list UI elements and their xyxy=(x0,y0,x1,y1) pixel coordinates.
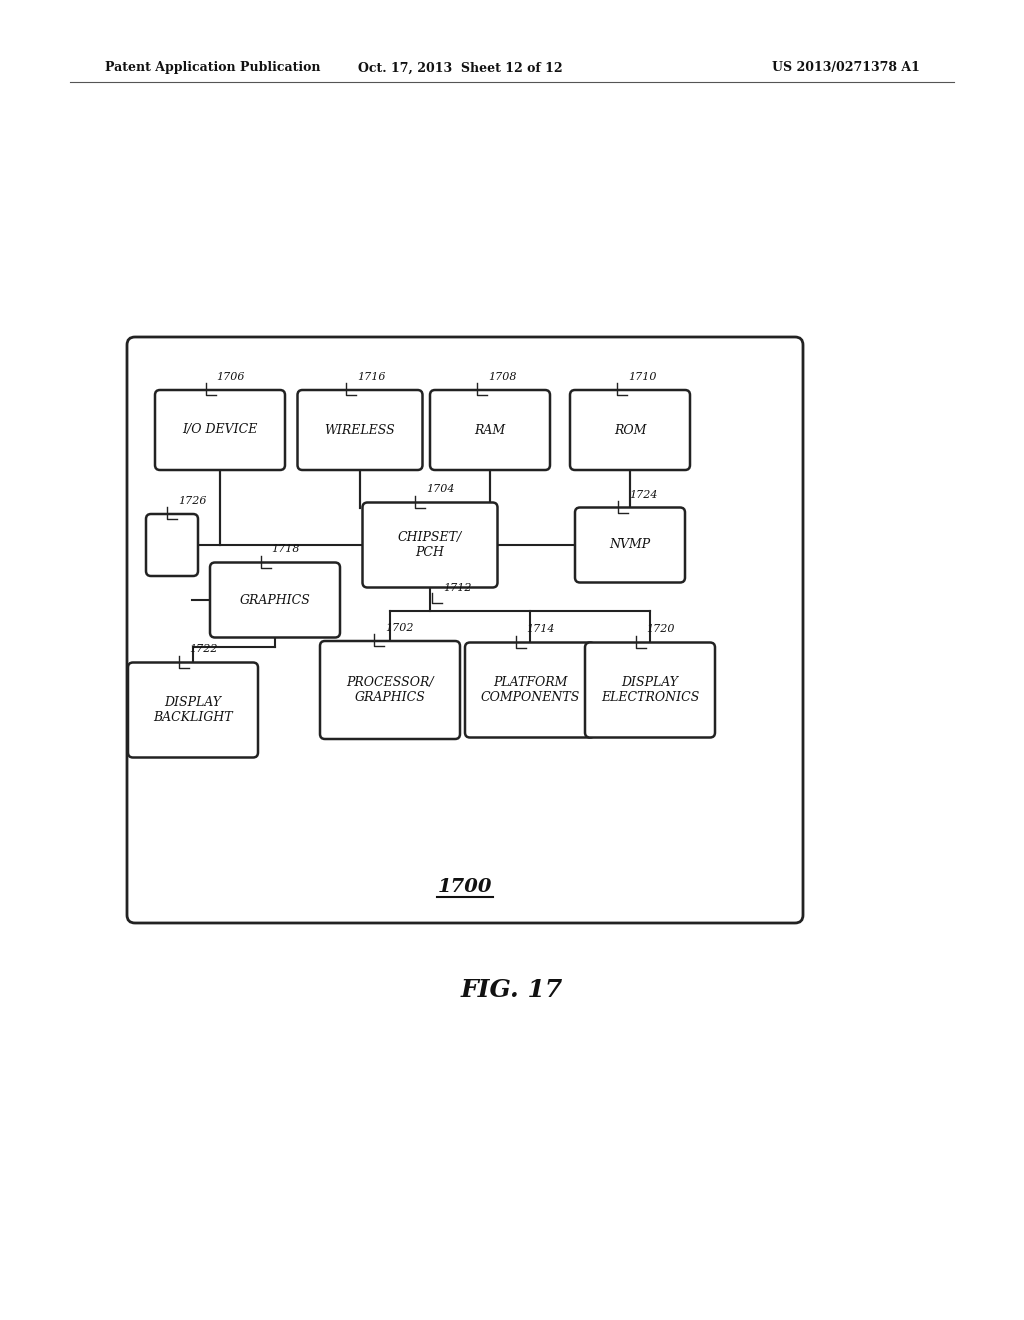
Text: RAM: RAM xyxy=(474,424,506,437)
Text: Patent Application Publication: Patent Application Publication xyxy=(105,62,321,74)
FancyBboxPatch shape xyxy=(585,643,715,738)
FancyBboxPatch shape xyxy=(319,642,460,739)
Text: 1726: 1726 xyxy=(178,496,207,506)
FancyBboxPatch shape xyxy=(570,389,690,470)
Text: ROM: ROM xyxy=(613,424,646,437)
FancyBboxPatch shape xyxy=(155,389,285,470)
Text: 1702: 1702 xyxy=(385,623,414,634)
Text: DISPLAY
BACKLIGHT: DISPLAY BACKLIGHT xyxy=(154,696,232,723)
Text: FIG. 17: FIG. 17 xyxy=(461,978,563,1002)
Text: PLATFORM
COMPONENTS: PLATFORM COMPONENTS xyxy=(480,676,580,704)
Text: 1704: 1704 xyxy=(426,484,455,495)
Text: 1706: 1706 xyxy=(217,372,245,381)
Text: 1718: 1718 xyxy=(271,544,300,554)
FancyBboxPatch shape xyxy=(430,389,550,470)
FancyBboxPatch shape xyxy=(465,643,595,738)
Text: DISPLAY
ELECTRONICS: DISPLAY ELECTRONICS xyxy=(601,676,699,704)
Text: 1716: 1716 xyxy=(357,372,386,381)
Text: 1724: 1724 xyxy=(629,490,657,499)
Text: PROCESSOR/
GRAPHICS: PROCESSOR/ GRAPHICS xyxy=(346,676,434,704)
Text: 1710: 1710 xyxy=(628,372,656,381)
FancyBboxPatch shape xyxy=(362,503,498,587)
Text: 1700: 1700 xyxy=(437,878,493,896)
Text: 1722: 1722 xyxy=(189,644,218,655)
Text: WIRELESS: WIRELESS xyxy=(325,424,395,437)
FancyBboxPatch shape xyxy=(128,663,258,758)
FancyBboxPatch shape xyxy=(575,507,685,582)
FancyBboxPatch shape xyxy=(210,562,340,638)
Text: 1712: 1712 xyxy=(443,583,471,593)
Text: 1720: 1720 xyxy=(646,624,675,635)
Text: I/O DEVICE: I/O DEVICE xyxy=(182,424,258,437)
FancyBboxPatch shape xyxy=(127,337,803,923)
FancyBboxPatch shape xyxy=(298,389,423,470)
Text: 1714: 1714 xyxy=(526,624,555,635)
Text: 1708: 1708 xyxy=(487,372,516,381)
Text: NVMP: NVMP xyxy=(609,539,650,552)
Text: Oct. 17, 2013  Sheet 12 of 12: Oct. 17, 2013 Sheet 12 of 12 xyxy=(357,62,562,74)
Text: US 2013/0271378 A1: US 2013/0271378 A1 xyxy=(772,62,920,74)
Text: GRAPHICS: GRAPHICS xyxy=(240,594,310,606)
FancyBboxPatch shape xyxy=(146,513,198,576)
Text: CHIPSET/
PCH: CHIPSET/ PCH xyxy=(398,531,462,558)
